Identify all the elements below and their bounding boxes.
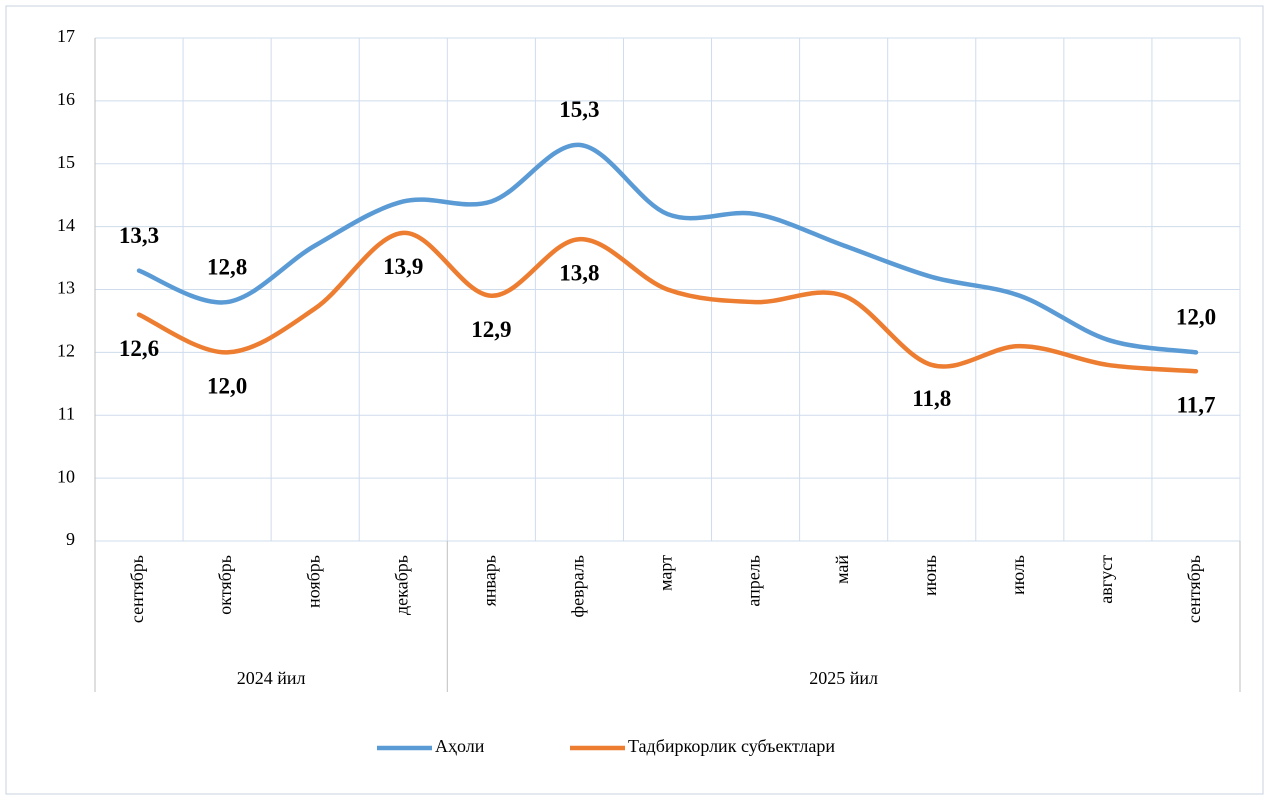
chart-border xyxy=(5,5,1264,795)
legend-label: Аҳоли xyxy=(435,736,485,756)
data-label: 13,3 xyxy=(119,223,159,248)
x-tick-label: август xyxy=(1096,555,1116,604)
data-label: 12,6 xyxy=(119,336,159,361)
data-label: 13,9 xyxy=(383,254,423,279)
data-label: 12,9 xyxy=(471,317,511,342)
data-label: 11,7 xyxy=(1176,393,1215,418)
data-label: 13,8 xyxy=(559,260,599,285)
x-tick-label: сентябрь xyxy=(127,555,147,623)
x-tick-label: июнь xyxy=(920,555,940,596)
data-label: 12,0 xyxy=(207,374,247,399)
y-tick-label: 15 xyxy=(57,152,75,172)
data-label: 11,8 xyxy=(912,386,951,411)
y-tick-label: 13 xyxy=(57,278,75,298)
x-tick-label: апрель xyxy=(744,555,764,607)
x-tick-label: январь xyxy=(479,555,499,606)
data-label: 15,3 xyxy=(559,97,599,122)
data-label: 12,8 xyxy=(207,254,247,279)
x-tick-label: февраль xyxy=(568,555,588,618)
y-tick-label: 16 xyxy=(57,89,75,109)
x-tick-label: март xyxy=(656,555,676,591)
legend-label: Тадбиркорлик субъектлари xyxy=(628,736,835,756)
series-line xyxy=(136,142,1199,355)
y-tick-label: 12 xyxy=(57,341,75,361)
group-label: 2024 йил xyxy=(237,668,306,688)
y-tick-label: 11 xyxy=(58,403,75,423)
y-tick-label: 17 xyxy=(57,26,75,46)
y-tick-label: 10 xyxy=(57,466,75,486)
x-tick-label: сентябрь xyxy=(1184,555,1204,623)
data-label: 12,0 xyxy=(1176,305,1216,330)
x-tick-label: июль xyxy=(1008,555,1028,595)
x-tick-label: ноябрь xyxy=(303,555,323,608)
x-tick-label: май xyxy=(832,555,852,584)
x-tick-label: декабрь xyxy=(391,555,411,615)
group-label: 2025 йил xyxy=(809,668,878,688)
y-tick-label: 9 xyxy=(66,529,75,549)
series-line xyxy=(136,230,1199,374)
y-tick-label: 14 xyxy=(57,215,75,235)
x-tick-label: октябрь xyxy=(215,555,235,615)
